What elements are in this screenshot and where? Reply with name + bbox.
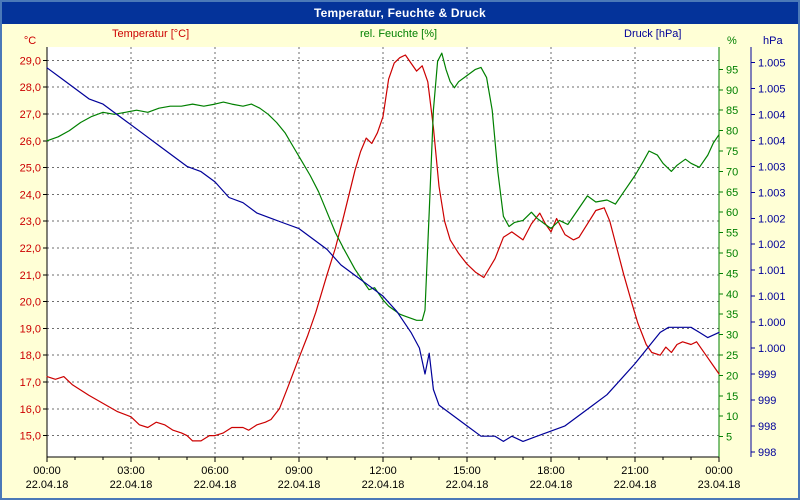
axis-label: 15 bbox=[726, 391, 738, 403]
axis-label: 15:00 bbox=[453, 465, 481, 477]
axis-label: 40 bbox=[726, 289, 738, 301]
axis-label: 20 bbox=[726, 370, 738, 382]
axis-label: 22.04.18 bbox=[26, 479, 69, 491]
axis-label: 22,0 bbox=[20, 243, 41, 255]
chart-canvas: 29,0 28,0 27,0 26,0 25,0 24,0 23,0 22,0 21,0 20,0… bbox=[20, 35, 786, 491]
axis-label: 1.005 bbox=[758, 84, 786, 96]
axis-label: 1.003 bbox=[758, 187, 786, 199]
window-title: Temperatur, Feuchte & Druck bbox=[314, 6, 486, 20]
axis-label: 23.04.18 bbox=[698, 479, 741, 491]
axis-label: 03:00 bbox=[117, 465, 145, 477]
axis-label: 09:00 bbox=[285, 465, 313, 477]
axis-label: 25 bbox=[726, 350, 738, 362]
axis-label: 60 bbox=[726, 207, 738, 219]
title-bar: Temperatur, Feuchte & Druck bbox=[2, 2, 798, 24]
axis-label: 16,0 bbox=[20, 404, 41, 416]
axis-label: % bbox=[727, 35, 737, 47]
axis-label: 95 bbox=[726, 64, 738, 76]
axis-label: 1.001 bbox=[758, 265, 786, 277]
axis-label: 12:00 bbox=[369, 465, 397, 477]
axis-label: 85 bbox=[726, 105, 738, 117]
axis-label: 29,0 bbox=[20, 55, 41, 67]
axis-label: 1.000 bbox=[758, 343, 786, 355]
axis-label: 1.003 bbox=[758, 161, 786, 173]
axis-label: 21:00 bbox=[621, 465, 649, 477]
axis-label: 18:00 bbox=[537, 465, 565, 477]
legend-humidity: rel. Feuchte [%] bbox=[360, 28, 438, 40]
legend-temperature: Temperatur [°C] bbox=[112, 28, 190, 40]
axis-label: 22.04.18 bbox=[110, 479, 153, 491]
axis-label: 80 bbox=[726, 126, 738, 138]
axis-label: °C bbox=[24, 35, 36, 47]
axis-label: 5 bbox=[726, 432, 732, 444]
axis-label: 1.004 bbox=[758, 135, 786, 147]
chart-legend: Temperatur [°C] rel. Feuchte [%] Druck [… bbox=[2, 28, 798, 42]
axis-label: 19,0 bbox=[20, 323, 41, 335]
axis-label: 1.001 bbox=[758, 291, 786, 303]
axis-label: 22.04.18 bbox=[446, 479, 489, 491]
axis-label: 999 bbox=[758, 395, 776, 407]
series-temperatur bbox=[46, 54, 720, 442]
axis-label: 00:00 bbox=[705, 465, 733, 477]
axis-label: 17,0 bbox=[20, 377, 41, 389]
axis-label: 998 bbox=[758, 447, 776, 459]
axis-label: 21,0 bbox=[20, 270, 41, 282]
axis-label: 1.002 bbox=[758, 213, 786, 225]
axis-label: 10 bbox=[726, 411, 738, 423]
series-druck bbox=[46, 67, 720, 442]
axis-label: 90 bbox=[726, 85, 738, 97]
axis-label: 65 bbox=[726, 187, 738, 199]
axis-label: 35 bbox=[726, 309, 738, 321]
axis-label: 45 bbox=[726, 268, 738, 280]
axis-label: 22.04.18 bbox=[194, 479, 237, 491]
axis-label: hPa bbox=[763, 35, 783, 47]
axis-label: 22.04.18 bbox=[362, 479, 405, 491]
axis-label: 75 bbox=[726, 146, 738, 158]
axis-label: 22.04.18 bbox=[278, 479, 321, 491]
axis-label: 1.000 bbox=[758, 317, 786, 329]
axis-label: 00:00 bbox=[33, 465, 61, 477]
axis-label: 998 bbox=[758, 421, 776, 433]
axis-label: 20,0 bbox=[20, 297, 41, 309]
axis-label: 22.04.18 bbox=[614, 479, 657, 491]
legend-pressure: Druck [hPa] bbox=[624, 28, 682, 40]
axis-label: 1.005 bbox=[758, 58, 786, 70]
axis-label: 50 bbox=[726, 248, 738, 260]
axis-label: 999 bbox=[758, 369, 776, 381]
axis-label: 1.004 bbox=[758, 109, 786, 121]
axis-label: 30 bbox=[726, 330, 738, 342]
humidity-axis: 95 90 85 80 75 70 65 60 55 50 45 40 35 30 25 20 15 10 5% bbox=[719, 35, 738, 444]
axis-label: 23,0 bbox=[20, 216, 41, 228]
axis-label: 1.002 bbox=[758, 239, 786, 251]
axis-label: 18,0 bbox=[20, 350, 41, 362]
grid-lines bbox=[47, 47, 719, 457]
axis-label: 26,0 bbox=[20, 136, 41, 148]
axis-label: 06:00 bbox=[201, 465, 229, 477]
pressure-axis: 1.005 1.005 1.004 1.004 1.003 1.003 1.002 1.002… bbox=[751, 35, 786, 459]
temperature-axis: 29,0 28,0 27,0 26,0 25,0 24,0 23,0 22,0 21,0 20,0… bbox=[20, 35, 47, 443]
axis-label: 28,0 bbox=[20, 82, 41, 94]
time-axis: 00:00 22.04.18 03:00 22.04.18 06:00 22.04.18 0… bbox=[26, 457, 741, 491]
axis-label: 22.04.18 bbox=[530, 479, 573, 491]
axis-label: 27,0 bbox=[20, 109, 41, 121]
axis-label: 25,0 bbox=[20, 163, 41, 175]
series-rel-feuchte bbox=[46, 52, 720, 321]
axis-label: 24,0 bbox=[20, 189, 41, 201]
axis-label: 70 bbox=[726, 166, 738, 178]
axis-label: 55 bbox=[726, 228, 738, 240]
axis-label: 15,0 bbox=[20, 431, 41, 443]
